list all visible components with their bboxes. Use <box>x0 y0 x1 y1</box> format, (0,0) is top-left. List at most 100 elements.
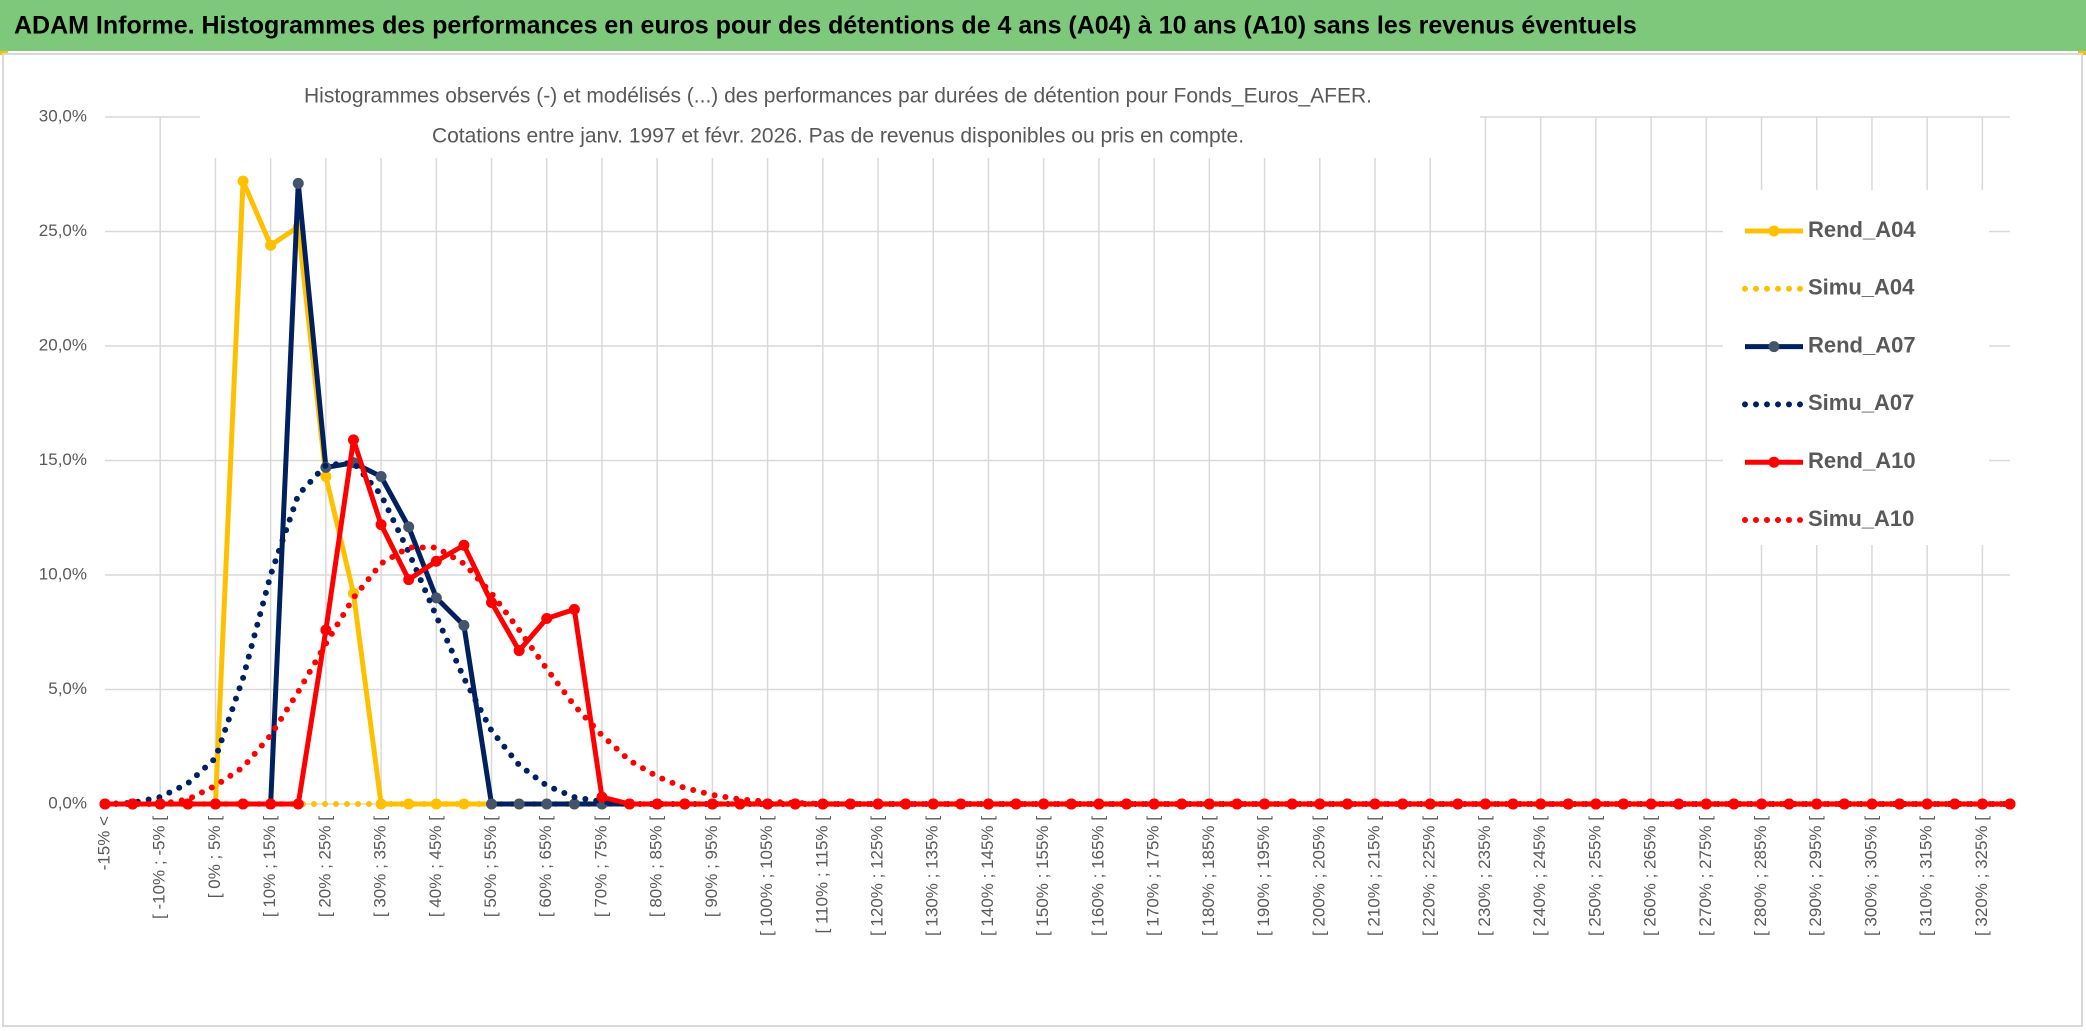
point-marker <box>320 624 332 636</box>
point-marker <box>568 798 580 810</box>
legend-label: Simu_A07 <box>1808 390 1914 415</box>
legend-label: Rend_A07 <box>1808 332 1916 357</box>
point-marker <box>265 798 277 810</box>
legend-marker <box>1768 456 1780 468</box>
x-tick-label: [ 10% ; 15% [ <box>260 816 279 917</box>
x-tick-label: [ 150% ; 155% [ <box>1033 816 1052 936</box>
plot <box>99 175 2016 810</box>
point-marker <box>624 798 636 810</box>
title-background <box>200 78 1480 158</box>
point-marker <box>458 798 470 810</box>
chart-title: Histogrammes observés (-) et modélisés (… <box>304 85 1372 108</box>
y-tick-label: 30,0% <box>39 106 87 125</box>
point-marker <box>706 798 718 810</box>
point-marker <box>1176 798 1188 810</box>
point-marker <box>237 798 249 810</box>
point-marker <box>292 798 304 810</box>
legend-label: Simu_A04 <box>1808 275 1915 300</box>
x-tick-label: [ 100% ; 105% [ <box>757 816 776 936</box>
point-marker <box>651 798 663 810</box>
point-marker <box>679 798 691 810</box>
x-tick-label: [ 140% ; 145% [ <box>978 816 997 936</box>
point-marker <box>900 798 912 810</box>
series-line <box>102 544 2013 807</box>
y-tick-label: 10,0% <box>39 564 87 583</box>
point-marker <box>1010 798 1022 810</box>
point-marker <box>513 645 525 657</box>
point-marker <box>1397 798 1409 810</box>
header-title: ADAM Informe. Histogrammes des performan… <box>14 12 1637 40</box>
point-marker <box>430 555 442 567</box>
point-marker <box>1121 798 1133 810</box>
point-marker <box>320 471 332 483</box>
x-tick-label: [ 70% ; 75% [ <box>591 816 610 917</box>
point-marker <box>568 603 580 615</box>
x-tick-label: [ 50% ; 55% [ <box>481 816 500 917</box>
point-marker <box>1507 798 1519 810</box>
header-bar <box>0 0 2086 51</box>
chart-frame <box>2 53 2083 1027</box>
point-marker <box>458 539 470 551</box>
legend: Rend_A04 Simu_A04 Rend_A07 Simu_A07 Rend_A10… <box>1742 217 1916 531</box>
x-tick-label: [ 20% ; 25% [ <box>315 816 334 917</box>
point-marker <box>182 798 194 810</box>
point-marker <box>403 798 415 810</box>
point-marker <box>1231 798 1243 810</box>
x-tick-label: [ 260% ; 265% [ <box>1641 816 1660 936</box>
point-marker <box>403 574 415 586</box>
point-marker <box>347 434 359 446</box>
point-marker <box>513 798 525 810</box>
point-marker <box>486 596 498 608</box>
x-tick-label: [ -10% ; -5% [ <box>150 816 169 919</box>
point-marker <box>844 798 856 810</box>
legend-label: Rend_A04 <box>1808 217 1916 242</box>
point-marker <box>127 798 139 810</box>
x-tick-label: [ 130% ; 135% [ <box>923 816 942 936</box>
point-marker <box>2004 798 2016 810</box>
point-marker <box>1341 798 1353 810</box>
point-marker <box>1452 798 1464 810</box>
x-tick-label: [ 240% ; 245% [ <box>1530 816 1549 936</box>
y-tick-label: 15,0% <box>39 450 87 469</box>
point-marker <box>209 798 221 810</box>
x-tick-label: [ 300% ; 305% [ <box>1861 816 1880 936</box>
point-marker <box>430 592 442 604</box>
x-tick-label: [ 190% ; 195% [ <box>1254 816 1273 936</box>
x-tick-label: [ 210% ; 215% [ <box>1364 816 1383 936</box>
x-tick-label: [ 30% ; 35% [ <box>371 816 390 917</box>
y-tick-label: 0,0% <box>48 793 87 812</box>
point-marker <box>1065 798 1077 810</box>
x-tick-label: [ 60% ; 65% [ <box>536 816 555 917</box>
x-tick-label: [ 250% ; 255% [ <box>1585 816 1604 936</box>
x-tick-label: [ 180% ; 185% [ <box>1199 816 1218 936</box>
point-marker <box>541 798 553 810</box>
point-marker <box>292 177 304 189</box>
x-tick-label: [ 110% ; 115% [ <box>812 816 831 934</box>
point-marker <box>375 471 387 483</box>
x-tick-label: [ 270% ; 275% [ <box>1696 816 1715 936</box>
y-tick-label: 5,0% <box>48 679 87 698</box>
x-tick-label: [ 40% ; 45% [ <box>426 816 445 917</box>
point-marker <box>458 619 470 631</box>
legend-marker <box>1768 341 1780 353</box>
x-tick-label: [ 220% ; 225% [ <box>1420 816 1439 936</box>
point-marker <box>541 613 553 625</box>
x-tick-label: [ 120% ; 125% [ <box>868 816 887 936</box>
legend-label: Rend_A10 <box>1808 448 1916 473</box>
point-marker <box>375 519 387 531</box>
legend-marker <box>1768 225 1780 237</box>
point-marker <box>596 791 608 803</box>
x-tick-label: [ 310% ; 315% [ <box>1917 816 1936 936</box>
x-tick-label: [ 160% ; 165% [ <box>1088 816 1107 936</box>
legend-label: Simu_A10 <box>1808 506 1914 531</box>
x-tick-label: [ 80% ; 85% [ <box>647 816 666 917</box>
x-tick-label: [ 280% ; 285% [ <box>1751 816 1770 936</box>
legend-background <box>1723 190 1989 545</box>
y-tick-label: 20,0% <box>39 335 87 354</box>
x-tick-label: [ 320% ; 325% [ <box>1972 816 1991 936</box>
x-tick-label: -15% < <box>94 816 113 870</box>
x-tick-label: [ 0% ; 5% [ <box>205 816 224 898</box>
y-tick-label: 25,0% <box>39 221 87 240</box>
